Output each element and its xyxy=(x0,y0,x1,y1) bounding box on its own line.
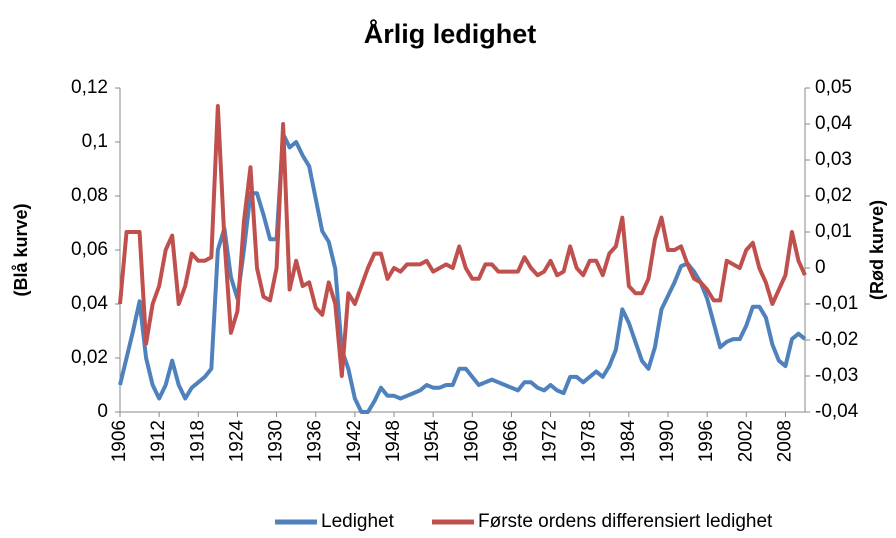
y-tick-label: 0,12 xyxy=(71,77,108,98)
y-tick-label: 0,06 xyxy=(71,239,108,260)
x-tick-label: 1906 xyxy=(109,420,130,462)
y-tick-label: 0,04 xyxy=(71,293,108,314)
x-tick-label: 1984 xyxy=(618,420,639,463)
x-tick-label: 1936 xyxy=(305,420,326,462)
x-tick-label: 2002 xyxy=(735,420,756,462)
y2-tick-label: 0,03 xyxy=(815,149,852,170)
y-tick-label: 0,08 xyxy=(71,185,108,206)
y2-tick-label: 0,04 xyxy=(815,113,852,134)
x-tick-label: 1942 xyxy=(344,420,365,462)
y2-axis-label: (Rød kurve) xyxy=(867,200,887,300)
x-tick-label: 1960 xyxy=(461,420,482,462)
x-tick-label: 1978 xyxy=(579,420,600,462)
x-tick-label: 1954 xyxy=(422,420,443,463)
x-tick-label: 1990 xyxy=(657,420,678,462)
x-tick-label: 1930 xyxy=(266,420,287,462)
y-axis-label: (Blå kurve) xyxy=(11,203,31,296)
y2-tick-label: 0,05 xyxy=(815,77,852,98)
x-tick-label: 1966 xyxy=(500,420,521,462)
y2-tick-label: -0,03 xyxy=(815,365,858,386)
y2-tick-label: 0,01 xyxy=(815,221,852,242)
x-tick-label: 1912 xyxy=(148,420,169,462)
x-tick-label: 1948 xyxy=(383,420,404,462)
y2-tick-label: -0,02 xyxy=(815,329,858,350)
x-tick-label: 1924 xyxy=(226,420,247,463)
y2-tick-label: 0 xyxy=(815,257,826,278)
y-tick-label: 0 xyxy=(97,401,108,422)
y2-tick-label: -0,04 xyxy=(815,401,859,422)
y-tick-label: 0,1 xyxy=(82,131,108,152)
y2-tick-label: 0,02 xyxy=(815,185,852,206)
y2-tick-label: -0,01 xyxy=(815,293,858,314)
x-tick-label: 1972 xyxy=(540,420,561,462)
legend-label: Ledighet xyxy=(321,511,395,532)
x-tick-label: 1918 xyxy=(187,420,208,462)
legend-label: Første ordens differensiert ledighet xyxy=(478,511,773,532)
x-tick-label: 1996 xyxy=(696,420,717,462)
y-tick-label: 0,02 xyxy=(71,347,108,368)
x-tick-label: 2008 xyxy=(774,420,795,462)
chart-title: Årlig ledighet xyxy=(364,18,537,49)
series-line xyxy=(118,104,807,378)
